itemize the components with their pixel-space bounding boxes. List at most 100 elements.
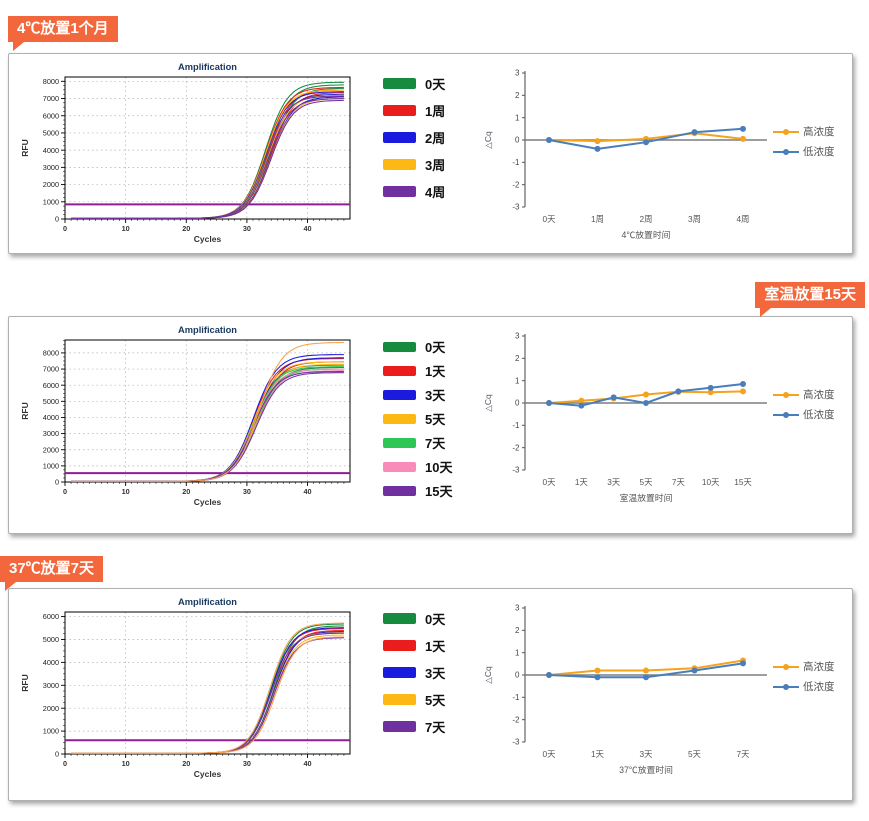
svg-text:20: 20 [182, 224, 190, 233]
legend-label: 0天 [425, 77, 446, 92]
legend-line-marker-icon [773, 148, 799, 155]
legend-item: 3天 [383, 385, 469, 404]
svg-text:0: 0 [63, 759, 67, 768]
legend-line-marker-icon [773, 128, 799, 135]
svg-text:40: 40 [303, 224, 311, 233]
svg-text:3: 3 [515, 604, 520, 613]
svg-text:Amplification: Amplification [178, 62, 237, 72]
svg-text:5天: 5天 [640, 477, 654, 487]
legend-label: 7天 [425, 436, 446, 451]
legend-label: 低浓度 [803, 409, 835, 421]
legend-label: 4周 [425, 185, 446, 200]
svg-text:3000: 3000 [43, 681, 59, 690]
svg-text:5000: 5000 [43, 635, 59, 644]
svg-text:10: 10 [122, 224, 130, 233]
legend-swatch [383, 132, 416, 143]
svg-text:Cycles: Cycles [194, 234, 222, 244]
legend-item: 5天 [383, 409, 469, 428]
svg-text:0: 0 [515, 399, 520, 408]
legend-item: 高浓度 [773, 387, 835, 402]
legend-item: 10天 [383, 457, 469, 476]
legend-swatch [383, 186, 416, 197]
svg-text:3天: 3天 [607, 477, 621, 487]
svg-text:4000: 4000 [43, 146, 59, 155]
svg-text:0: 0 [515, 136, 520, 145]
svg-text:20: 20 [182, 759, 190, 768]
svg-text:2000: 2000 [43, 445, 59, 454]
svg-text:RFU: RFU [20, 674, 30, 691]
svg-text:2000: 2000 [43, 180, 59, 189]
legend-item: 高浓度 [773, 659, 835, 674]
legend-swatch [383, 640, 416, 651]
legend-label: 15天 [425, 484, 453, 499]
svg-text:0: 0 [55, 750, 59, 759]
delta-cq-legend-4c: 高浓度 低浓度 [773, 124, 835, 164]
svg-text:7天: 7天 [737, 749, 751, 759]
svg-text:8000: 8000 [43, 349, 59, 358]
svg-text:Amplification: Amplification [178, 325, 237, 335]
svg-text:-3: -3 [512, 466, 520, 475]
legend-label: 7天 [425, 720, 446, 735]
legend-label: 2周 [425, 131, 446, 146]
legend-item: 7天 [383, 717, 469, 736]
delta-cq-block-37c: 3 2 1 0 -1 -2 -3 △Cq 0天 1天 3天 5天 7天 37℃放置时间 高浓度 低浓度 [479, 595, 848, 785]
legend-item: 0天 [383, 337, 469, 356]
svg-text:3: 3 [515, 332, 520, 341]
svg-text:5000: 5000 [43, 397, 59, 406]
svg-text:-1: -1 [512, 158, 520, 167]
svg-text:0: 0 [55, 478, 59, 487]
svg-text:△Cq: △Cq [483, 131, 493, 149]
svg-text:4周: 4周 [737, 214, 750, 224]
section-banner-room-temp: 室温放置15天 [755, 282, 865, 317]
amplification-legend-37c: 0天 1天 3天 5天 7天 [383, 609, 469, 744]
legend-item: 低浓度 [773, 407, 835, 422]
legend-label: 低浓度 [803, 681, 835, 693]
delta-cq-legend-room-temp: 高浓度 低浓度 [773, 387, 835, 427]
legend-swatch [383, 365, 416, 376]
legend-label: 3周 [425, 158, 446, 173]
svg-text:40: 40 [303, 759, 311, 768]
legend-swatch [383, 105, 416, 116]
legend-label: 1天 [425, 639, 446, 654]
section-panel-4c: 0 1000 2000 3000 4000 5000 6000 7000 8000 0 10 20 30… [8, 53, 853, 254]
svg-text:0天: 0天 [543, 477, 557, 487]
svg-text:15天: 15天 [734, 477, 752, 487]
svg-text:2: 2 [515, 354, 520, 363]
legend-label: 0天 [425, 612, 446, 627]
legend-line-marker-icon [773, 411, 799, 418]
legend-swatch [383, 667, 416, 678]
legend-swatch [383, 341, 416, 352]
svg-text:4℃放置时间: 4℃放置时间 [622, 229, 671, 240]
svg-text:1: 1 [515, 113, 520, 122]
legend-swatch [383, 694, 416, 705]
legend-item: 7天 [383, 433, 469, 452]
legend-item: 3天 [383, 663, 469, 682]
legend-label: 高浓度 [803, 389, 835, 401]
svg-text:0: 0 [515, 671, 520, 680]
svg-text:3000: 3000 [43, 163, 59, 172]
legend-label: 3天 [425, 388, 446, 403]
svg-text:△Cq: △Cq [483, 394, 493, 412]
svg-text:6000: 6000 [43, 612, 59, 621]
svg-text:△Cq: △Cq [483, 666, 493, 684]
svg-text:RFU: RFU [20, 139, 30, 156]
svg-text:1天: 1天 [575, 477, 589, 487]
svg-text:-2: -2 [512, 443, 520, 452]
legend-swatch [383, 159, 416, 170]
svg-text:2: 2 [515, 626, 520, 635]
svg-text:5000: 5000 [43, 129, 59, 138]
svg-text:Cycles: Cycles [194, 497, 222, 507]
delta-cq-legend-37c: 高浓度低浓度 [773, 659, 835, 699]
svg-text:0: 0 [63, 224, 67, 233]
svg-text:6000: 6000 [43, 381, 59, 390]
svg-text:20: 20 [182, 487, 190, 496]
svg-text:7000: 7000 [43, 365, 59, 374]
svg-text:6000: 6000 [43, 111, 59, 120]
legend-label: 10天 [425, 460, 453, 475]
legend-item: 低浓度 [773, 679, 835, 694]
amplification-legend-room-temp: 0天 1天 3天 5天 7天 10天 15天 [383, 337, 469, 505]
svg-text:4000: 4000 [43, 413, 59, 422]
legend-label: 5天 [425, 693, 446, 708]
legend-swatch [383, 721, 416, 732]
